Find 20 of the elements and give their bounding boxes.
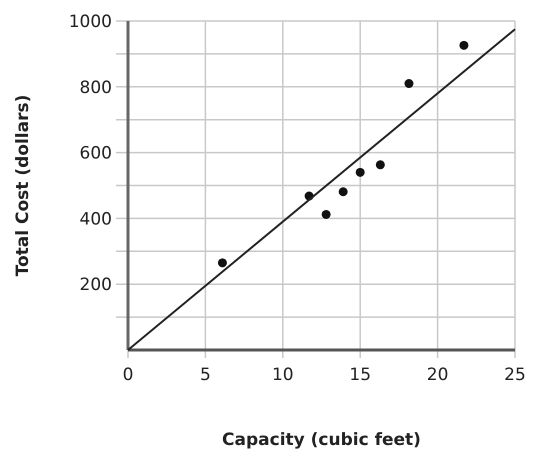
- y-tick-label: 200: [80, 275, 112, 296]
- y-tick-label: 800: [80, 78, 112, 98]
- y-tick-label: 1000: [68, 12, 112, 32]
- x-axis-title: Capacity (cubic feet): [222, 430, 421, 450]
- x-tick-label: 0: [122, 365, 134, 385]
- y-tick-label: 400: [80, 209, 112, 230]
- point: [376, 160, 385, 170]
- point: [356, 168, 365, 177]
- point: [322, 210, 331, 219]
- point: [459, 40, 468, 50]
- x-tick-label: 25: [504, 365, 526, 385]
- y-tick-label: 600: [80, 144, 112, 164]
- x-tick-label: 10: [272, 365, 294, 385]
- point: [338, 187, 348, 196]
- y-axis-title: Total Cost (dollars): [13, 94, 33, 276]
- point: [218, 258, 227, 268]
- point: [404, 79, 414, 88]
- x-tick-label: 20: [426, 365, 448, 385]
- x-tick-label: 5: [200, 365, 211, 385]
- x-tick-label: 15: [349, 365, 372, 385]
